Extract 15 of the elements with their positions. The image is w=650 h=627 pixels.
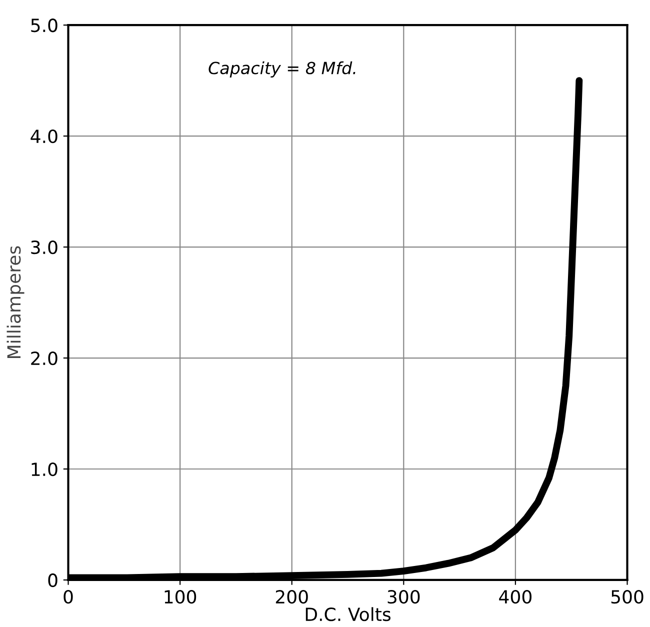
x-tick-label: 200 (276, 590, 308, 604)
y-tick-label: 3.0 (31, 240, 58, 254)
y-tick-label: 0 (48, 573, 58, 588)
x-tick-label: 0 (64, 590, 73, 604)
y-tick-label: 1.0 (32, 462, 58, 476)
x-tick-label: 300 (388, 590, 420, 604)
annotation: Capacity = 8 Mfd. (208, 61, 356, 78)
x-tick-label: 500 (611, 590, 644, 604)
y-tick-label: 4.0 (30, 130, 58, 144)
y-tick-label: 2.0 (31, 351, 58, 366)
x-tick-label: 100 (164, 590, 196, 604)
x-axis-title: D.C. Volts (306, 607, 390, 622)
x-tick-label: 400 (499, 590, 532, 604)
y-axis-title: Milliamperes (6, 246, 24, 358)
y-tick-label: 5.0 (31, 18, 58, 32)
